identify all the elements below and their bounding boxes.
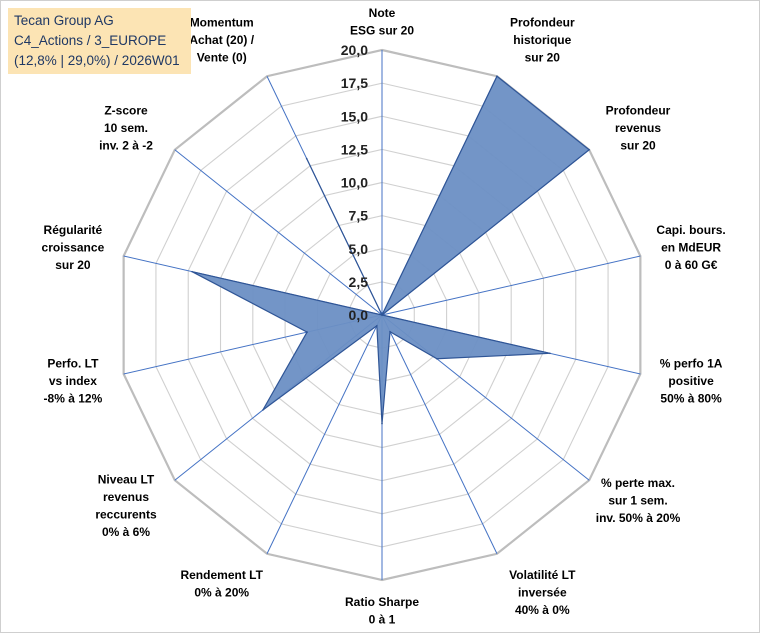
tick-label: 12,5 [341, 141, 368, 157]
axis-label-line: Z-score [104, 103, 148, 117]
axis-label-line: inv. 2 à -2 [99, 138, 153, 152]
data-point [549, 352, 551, 355]
data-point [306, 331, 308, 333]
tick-label: 10,0 [341, 175, 368, 191]
axis-spoke [266, 314, 383, 554]
axis-label-line: Capi. bours. [656, 223, 725, 237]
title-company: Tecan Group AG [14, 13, 114, 28]
axis-label-line: croissance [42, 241, 105, 255]
axis-label-line: sur 20 [525, 51, 561, 65]
tick-label: 2,5 [349, 274, 369, 290]
axis-label-line: Rendement LT [180, 568, 263, 582]
tick-label: 15,0 [341, 108, 368, 124]
axis-label-line: % perte max. [601, 476, 675, 490]
axis-label-line: Régularité [44, 223, 103, 237]
axis-label: Perfo. LT vs index -8% à 12% [44, 356, 103, 405]
data-point [588, 148, 590, 151]
axis-label-line: ESG sur 20 [350, 24, 414, 38]
axis-label-line: Achat (20) / [189, 33, 254, 47]
axis-label-line: revenus [615, 121, 661, 135]
axis-label-line: 40% à 0% [515, 603, 570, 617]
axis-label-line: Momentum [190, 16, 254, 30]
axis-label-line: vs index [49, 374, 97, 388]
axis-spoke [174, 149, 383, 316]
data-point [305, 157, 308, 160]
axis-spoke [381, 255, 641, 316]
data-series [191, 75, 591, 425]
axis-label: Ratio Sharpe 0 à 1 [345, 595, 419, 627]
tick-label: 0,0 [349, 307, 369, 323]
axis-label-line: Volatilité LT [509, 568, 576, 582]
axis-spoke [381, 314, 498, 554]
axis-label-line: Profondeur [510, 16, 575, 30]
axis-label-line: reccurents [95, 507, 157, 521]
axis-label: Profondeur revenus sur 20 [606, 103, 671, 152]
axis-label-line: 50% à 80% [660, 391, 722, 405]
axis-label: Régularité croissance sur 20 [42, 223, 105, 272]
axis-label-line: Note [369, 6, 396, 20]
axis-label-line: 0 à 1 [369, 613, 396, 627]
title-stats: (12,8% | 29,0%) / 2026W01 [14, 53, 180, 68]
axis-label: % perte max. sur 1 sem. inv. 50% à 20% [596, 476, 681, 525]
axis-label-line: revenus [103, 490, 149, 504]
axis-label-line: 0% à 6% [102, 525, 150, 539]
data-point [381, 422, 383, 425]
axis-label-line: -8% à 12% [44, 391, 103, 405]
axis-label-line: Perfo. LT [47, 356, 99, 370]
data-point [262, 409, 264, 411]
axis-label-line: sur 20 [55, 258, 91, 272]
axis-label: Volatilité LT inversée 40% à 0% [509, 568, 576, 617]
title-category: C4_Actions / 3_EUROPE [14, 33, 167, 48]
tick-label: 20,0 [341, 42, 368, 58]
axis-label: Rendement LT 0% à 20% [180, 568, 263, 600]
tick-label: 5,0 [349, 241, 369, 257]
radial-ticks: 0,0 2,5 5,0 7,5 10,0 12,5 15,0 17,5 20,0 [341, 42, 368, 323]
axis-label: Note ESG sur 20 [350, 6, 414, 38]
data-point [381, 314, 383, 316]
data-point [191, 270, 193, 273]
data-point [376, 324, 378, 327]
axis-label-line: inv. 50% à 20% [596, 511, 681, 525]
axis-label: Niveau LT revenus reccurents 0% à 6% [95, 472, 157, 539]
axis-label-line: en MdEUR [661, 241, 721, 255]
data-point [436, 357, 438, 360]
axis-label-line: inversée [518, 585, 567, 599]
axis-label: % perfo 1A positive 50% à 80% [660, 356, 723, 405]
axis-label: Profondeur historique sur 20 [510, 16, 575, 65]
data-point [389, 330, 391, 333]
axis-label-line: historique [513, 33, 571, 47]
tick-label: 7,5 [349, 208, 369, 224]
axis-label-line: sur 1 sem. [608, 494, 667, 508]
axis-label: Momentum Achat (20) / Vente (0) [189, 16, 254, 65]
axis-label-line: 0% à 20% [194, 585, 249, 599]
axis-label: Z-score 10 sem. inv. 2 à -2 [99, 103, 153, 152]
axis-label-line: % perfo 1A [660, 356, 723, 370]
axis-label-line: 0 à 60 G€ [665, 258, 718, 272]
tick-label: 17,5 [341, 75, 368, 91]
axis-label-line: positive [668, 374, 714, 388]
axis-label-line: Ratio Sharpe [345, 595, 419, 609]
data-point [496, 75, 498, 78]
axis-label-line: sur 20 [620, 138, 656, 152]
axis-label-line: Vente (0) [197, 51, 247, 65]
axis-label-line: Profondeur [606, 103, 671, 117]
title-box: Tecan Group AG C4_Actions / 3_EUROPE (12… [8, 8, 191, 74]
axis-label-line: Niveau LT [98, 472, 155, 486]
axis-label-line: 10 sem. [104, 121, 148, 135]
axis-label: Capi. bours. en MdEUR 0 à 60 G€ [656, 223, 725, 272]
axis-labels: Note ESG sur 20 Profondeur historique sur 20… [42, 6, 726, 627]
